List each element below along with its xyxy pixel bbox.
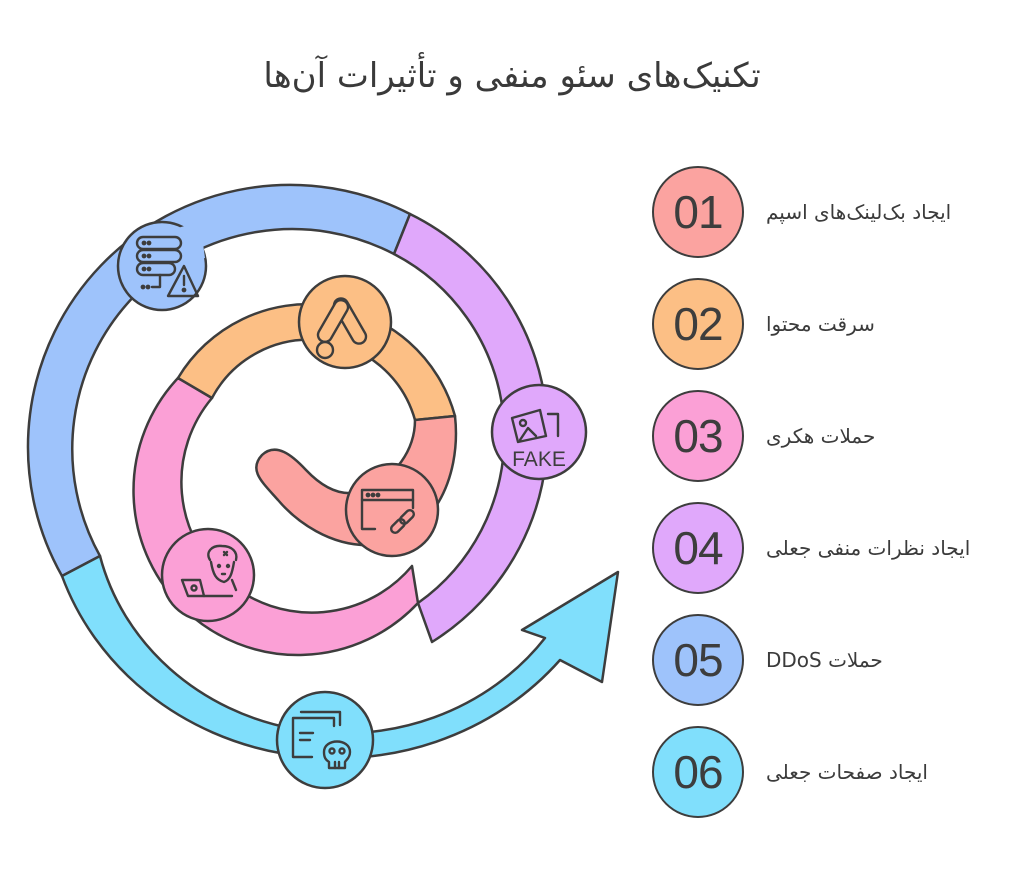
number-badge: 05 (652, 614, 744, 706)
legend-item-04: 04 ایجاد نظرات منفی جعلی (652, 500, 1012, 596)
legend-item-05: 05 حملات DDoS (652, 612, 1012, 708)
node-spam-backlinks (344, 462, 440, 558)
node-fake-reviews (490, 383, 588, 481)
legend-item-06: 06 ایجاد صفحات جعلی (652, 724, 1012, 820)
legend-label: حملات هکری (766, 424, 876, 448)
number-badge: 06 (652, 726, 744, 818)
number-badge: 04 (652, 502, 744, 594)
legend-item-03: 03 حملات هکری (652, 388, 1012, 484)
pirate-hacker-laptop-icon (180, 544, 238, 598)
webpage-skull-icon (291, 710, 352, 770)
svg-text:FAKE: FAKE (512, 448, 566, 471)
spiral-segment-fake-pages (60, 554, 620, 760)
number-badge: 03 (652, 390, 744, 482)
google-ads-icon (315, 297, 368, 360)
browser-link-icon (360, 488, 416, 535)
legend-label: حملات DDoS (766, 648, 883, 672)
node-fake-pages (275, 690, 375, 790)
page-title: تکنیک‌های سئو منفی و تأثیرات آن‌ها (263, 56, 761, 96)
legend-label: ایجاد صفحات جعلی (766, 760, 928, 784)
legend-item-01: 01 ایجاد بک‌لینک‌های اسپم (652, 164, 1012, 260)
legend-label: ایجاد بک‌لینک‌های اسپم (766, 200, 952, 224)
node-hacking (160, 527, 256, 623)
legend-item-02: 02 سرقت محتوا (652, 276, 1012, 372)
legend-label: ایجاد نظرات منفی جعلی (766, 536, 971, 560)
spiral-segment-fake-reviews (392, 212, 549, 644)
number-badge: 01 (652, 166, 744, 258)
fake-image-icon: FAKE (510, 408, 566, 471)
node-content-theft (297, 274, 393, 370)
legend-label: سرقت محتوا (766, 312, 875, 336)
number-badge: 02 (652, 278, 744, 370)
server-warning-icon (135, 235, 200, 298)
